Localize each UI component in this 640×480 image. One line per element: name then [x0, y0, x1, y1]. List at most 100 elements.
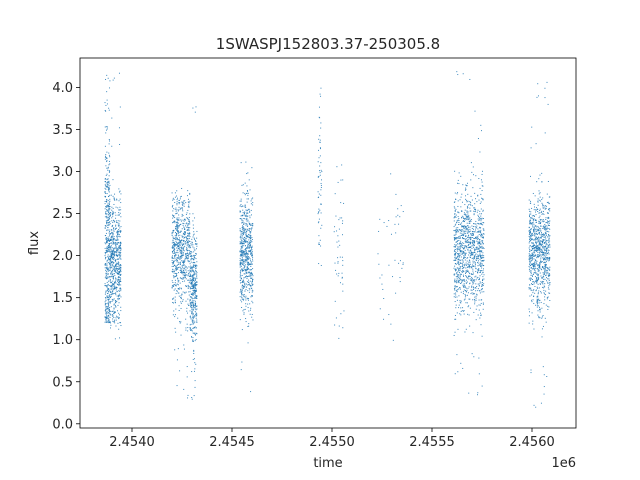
data-point — [541, 202, 543, 204]
data-point — [184, 245, 186, 247]
data-point — [107, 245, 109, 247]
data-point — [482, 247, 484, 249]
data-point — [339, 256, 341, 258]
data-point — [113, 230, 115, 232]
data-point — [243, 231, 245, 233]
data-point — [109, 221, 111, 223]
data-point — [342, 179, 344, 181]
data-point — [463, 310, 465, 312]
data-point — [115, 270, 116, 272]
data-point — [342, 264, 344, 266]
data-point — [539, 263, 541, 265]
data-point — [545, 264, 547, 266]
data-point — [463, 221, 465, 223]
data-point — [547, 201, 549, 203]
data-point — [546, 259, 548, 261]
data-point — [547, 275, 549, 277]
data-point — [175, 269, 177, 271]
data-point — [548, 242, 550, 243]
data-point — [454, 251, 456, 253]
data-point — [540, 249, 542, 251]
data-point — [548, 237, 550, 239]
data-point — [539, 222, 541, 224]
data-point — [112, 234, 114, 236]
data-point — [112, 277, 114, 279]
data-point — [319, 165, 321, 167]
data-point — [534, 254, 536, 256]
data-point — [479, 202, 481, 204]
data-point — [533, 229, 535, 231]
data-point — [109, 259, 111, 261]
data-point — [173, 244, 175, 246]
data-point — [177, 252, 179, 254]
data-point — [196, 319, 198, 321]
data-point — [246, 255, 248, 257]
data-point — [547, 245, 549, 247]
data-point — [476, 285, 478, 287]
data-point — [456, 279, 458, 281]
data-point — [474, 256, 476, 258]
data-point — [530, 213, 532, 215]
data-point — [530, 263, 532, 265]
data-point — [184, 292, 186, 294]
data-point — [544, 317, 546, 319]
data-point — [465, 295, 467, 297]
data-point — [194, 262, 196, 264]
data-point — [194, 304, 196, 306]
data-point — [239, 210, 241, 212]
data-point — [241, 274, 243, 276]
data-point — [248, 256, 250, 258]
data-point — [478, 283, 480, 285]
data-point — [105, 285, 107, 287]
data-point — [467, 236, 469, 238]
data-point — [245, 288, 247, 290]
data-point — [190, 306, 192, 308]
data-point — [249, 235, 251, 237]
data-point — [462, 291, 464, 293]
data-point — [178, 219, 180, 221]
data-point — [108, 249, 110, 251]
data-point — [186, 274, 188, 276]
data-point — [176, 201, 178, 203]
data-point — [535, 242, 537, 244]
data-point — [171, 232, 173, 234]
data-point — [546, 193, 548, 195]
data-point — [247, 299, 249, 301]
data-point — [105, 238, 107, 240]
data-point — [118, 256, 120, 258]
data-point — [318, 221, 320, 223]
data-point — [530, 372, 532, 374]
data-point — [548, 260, 550, 262]
data-point — [112, 253, 114, 255]
data-point — [118, 283, 120, 285]
data-point — [477, 254, 479, 256]
data-point — [241, 243, 243, 245]
data-point — [189, 192, 191, 194]
data-point — [111, 254, 113, 256]
data-point — [402, 263, 404, 265]
data-point — [461, 253, 463, 255]
data-point — [482, 278, 484, 280]
data-point — [455, 198, 457, 200]
data-point — [539, 251, 541, 253]
data-point — [243, 286, 245, 288]
data-point — [114, 275, 116, 277]
data-point — [172, 262, 174, 264]
data-point — [539, 254, 541, 256]
data-point — [114, 338, 116, 340]
data-point — [537, 230, 539, 232]
data-point — [532, 243, 534, 245]
data-point — [546, 228, 548, 230]
data-point — [467, 238, 469, 240]
data-point — [532, 268, 534, 270]
data-point — [105, 309, 107, 311]
data-point — [185, 269, 187, 271]
data-point — [250, 284, 252, 286]
data-point — [173, 297, 175, 299]
data-point — [172, 314, 174, 316]
data-point — [182, 270, 184, 272]
data-point — [189, 213, 191, 215]
data-point — [539, 282, 541, 284]
data-point — [537, 270, 539, 272]
data-point — [118, 276, 120, 278]
